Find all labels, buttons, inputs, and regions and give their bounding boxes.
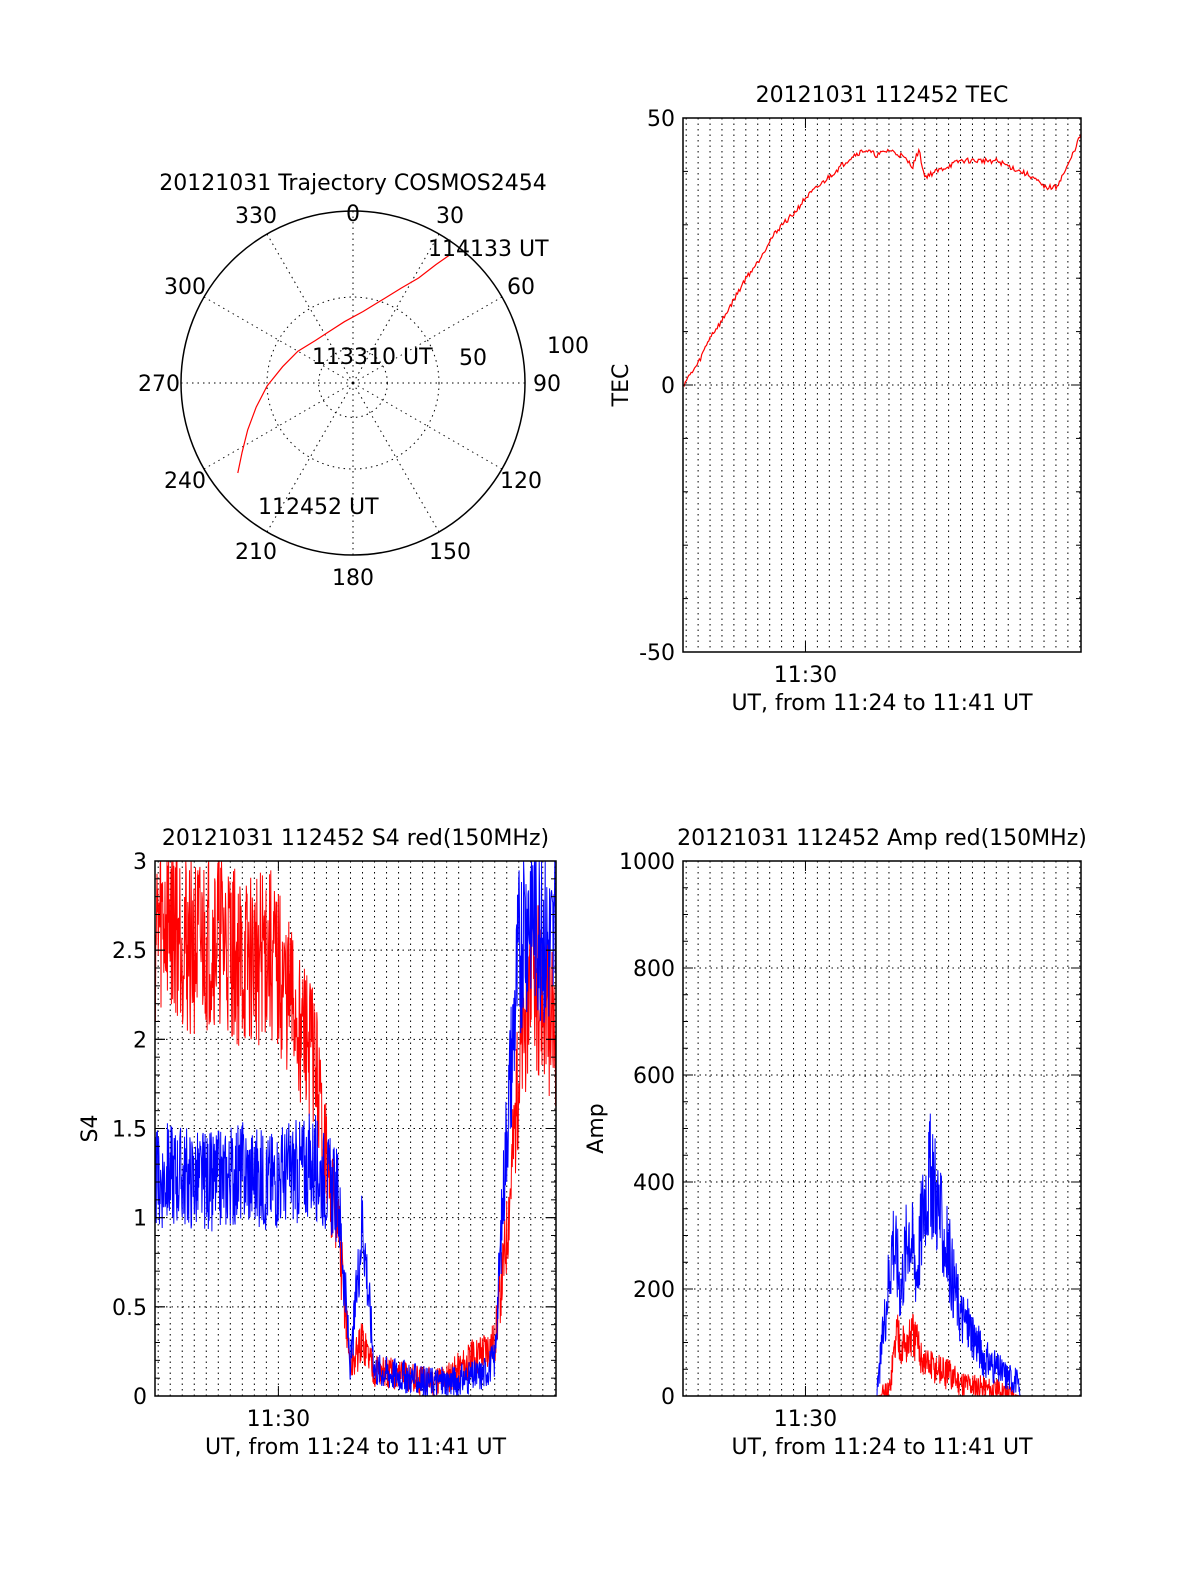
s4-panel: 20121031 112452 S4 red(150MHz) 0 0.5 1 1.5 2 2…	[78, 826, 557, 1460]
panel-title: 20121031 112452 TEC	[756, 83, 1009, 108]
y-tick-label: 50	[647, 107, 675, 132]
y-tick-label: 2.5	[112, 939, 147, 964]
x-tick-label: 11:30	[774, 1407, 837, 1432]
polar-azimuth-label: 330	[235, 204, 277, 229]
y-axis-label: TEC	[609, 364, 634, 408]
y-tick-label: 0	[661, 1385, 675, 1410]
polar-trajectory-panel: 20121031 Trajectory COSMOS2454 0 30 60 90 12…	[138, 171, 589, 591]
x-tick-label: 11:30	[774, 663, 837, 688]
polar-spoke	[203, 382, 354, 470]
polar-title: 20121031 Trajectory COSMOS2454	[159, 171, 546, 196]
tec-panel: 20121031 112452 TEC 50 0 -50 11:30 UT, from 1…	[609, 83, 1082, 716]
series-line-red	[682, 133, 1082, 388]
polar-azimuth-label: 90	[533, 372, 561, 397]
y-tick-label: 400	[633, 1171, 675, 1196]
polar-azimuth-label: 240	[164, 469, 206, 494]
polar-trajectory-line	[237, 254, 450, 474]
polar-spoke	[203, 296, 354, 384]
panel-title: 20121031 112452 Amp red(150MHz)	[677, 826, 1087, 851]
y-tick-label: 2	[133, 1028, 147, 1053]
x-axis-label: UT, from 11:24 to 11:41 UT	[731, 1435, 1033, 1460]
y-tick-label: 1	[133, 1207, 147, 1232]
polar-grid	[181, 211, 525, 555]
y-tick-label: 0	[133, 1385, 147, 1410]
polar-azimuth-labels: 0 30 60 90 120 150 180 210 240 270 300 330	[138, 202, 561, 591]
polar-azimuth-label: 270	[138, 372, 180, 397]
polar-radial-label: 100	[547, 334, 589, 359]
y-tick-label: 3	[133, 850, 147, 875]
x-axis-label: UT, from 11:24 to 11:41 UT	[731, 691, 1033, 716]
amp-panel: 20121031 112452 Amp red(150MHz) 0 200 400 60…	[584, 826, 1087, 1460]
polar-azimuth-label: 60	[507, 275, 535, 300]
polar-spoke	[352, 233, 440, 384]
polar-azimuth-label: 150	[429, 540, 471, 565]
plot-frame	[682, 860, 1082, 1397]
polar-spoke	[352, 382, 503, 470]
polar-grid-circle	[266, 296, 440, 470]
polar-spoke	[266, 233, 354, 384]
polar-outer-circle	[180, 210, 526, 556]
series-line-blue	[683, 1113, 1081, 1397]
polar-annotation: 112452 UT	[258, 495, 379, 520]
y-axis-label: S4	[78, 1115, 103, 1143]
polar-azimuth-label: 0	[346, 202, 360, 227]
x-axis-label: UT, from 11:24 to 11:41 UT	[205, 1435, 507, 1460]
x-tick-label: 11:30	[247, 1407, 310, 1432]
polar-annotation: 113310 UT	[312, 345, 433, 370]
y-tick-label: 200	[633, 1278, 675, 1303]
polar-azimuth-label: 180	[332, 566, 374, 591]
polar-spoke	[352, 382, 440, 533]
panel-title: 20121031 112452 S4 red(150MHz)	[162, 826, 549, 851]
polar-spoke	[352, 296, 503, 384]
polar-azimuth-label: 30	[436, 204, 464, 229]
polar-azimuth-label: 210	[235, 540, 277, 565]
polar-azimuth-label: 120	[500, 469, 542, 494]
series-line-blue	[154, 860, 557, 1398]
y-tick-label: 0	[661, 374, 675, 399]
polar-annotation: 114133 UT	[428, 237, 549, 262]
polar-azimuth-label: 300	[164, 275, 206, 300]
y-tick-label: 1000	[619, 850, 675, 875]
y-tick-label: 600	[633, 1064, 675, 1089]
polar-radial-label: 50	[459, 346, 487, 371]
polar-spoke	[266, 382, 354, 533]
y-tick-label: -50	[639, 641, 675, 666]
y-tick-label: 0.5	[112, 1296, 147, 1321]
y-tick-label: 800	[633, 957, 675, 982]
y-tick-label: 1.5	[112, 1118, 147, 1143]
y-axis-label: Amp	[584, 1103, 609, 1153]
